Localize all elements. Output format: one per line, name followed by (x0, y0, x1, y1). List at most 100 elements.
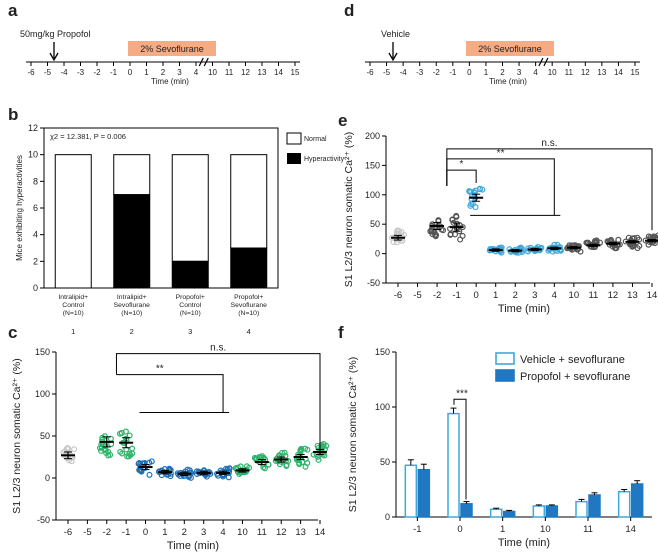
data-point (107, 451, 114, 458)
panel-b-category-label: Control (62, 302, 84, 309)
panel-f-x-tick-label: -1 (413, 524, 421, 535)
panel-b-stat: χ2 = 12.381, P = 0.006 (50, 132, 126, 141)
significance-bracket (116, 374, 224, 413)
panel-a-drug-label: 50mg/kg Propofol (20, 29, 91, 39)
panel-b-category-label: Intralipid+ (117, 294, 147, 301)
legend-normal-label: Normal (304, 136, 327, 143)
panel-b-category-label: Propofol+ (176, 294, 205, 301)
panel-b-category-label: (N=10) (180, 310, 201, 317)
data-point (315, 445, 322, 452)
panel-f-y-tick-label: 0 (385, 512, 390, 522)
panel-d-tick-label: -1 (449, 68, 457, 77)
bar-propofol (545, 505, 559, 518)
panel-e-x-tick-label: 1 (493, 290, 498, 301)
data-point (472, 204, 479, 211)
bar-hyperactivity (171, 260, 209, 289)
panel-e-y-tick-label: 0 (375, 249, 380, 259)
panel-d-tick-label: 0 (467, 68, 472, 77)
data-point (468, 195, 475, 202)
panel-a-tick-label: 1 (144, 68, 149, 77)
panel-d-tick-label: 12 (581, 68, 590, 77)
panel-c-y-label: S1 L2/3 neuron somatic Ca²⁺ (%) (11, 358, 23, 514)
panel-c-y-tick-label: -50 (37, 515, 50, 525)
panel-b-category-number: 4 (247, 327, 251, 336)
panel-b-category-label: Sevoflurane (231, 302, 267, 309)
panel-a-sevo-label: 2% Sevoflurane (140, 44, 204, 54)
data-point (476, 185, 483, 192)
data-point (466, 188, 473, 195)
panel-b-y-tick-label: 10 (28, 150, 38, 160)
panel-d-tick-label: 2 (500, 68, 505, 77)
panel-d-tick-label: -5 (383, 68, 391, 77)
panel-b-category-number: 3 (188, 327, 192, 336)
panel-a-tick-label: 3 (177, 68, 182, 77)
panel-f-x-tick-label: 10 (540, 524, 551, 535)
panel-c-x-label: Time (min) (167, 540, 219, 552)
panel-c-x-tick-label: -1 (122, 527, 130, 538)
panel-d-axis-break (538, 57, 549, 67)
significance-bracket (446, 169, 477, 186)
bar-vehicle (617, 490, 631, 518)
bar-propofol (460, 503, 473, 518)
sevo-box-a (128, 41, 216, 56)
panel-d-sevo-label: 2% Sevoflurane (478, 44, 542, 54)
panel-e-x-tick-label: 12 (608, 290, 619, 301)
significance-bracket (115, 353, 321, 452)
panel-f-x-tick-label: 11 (583, 524, 593, 535)
panel-a-tick-label: 0 (128, 68, 133, 77)
legend-vehicle-label: Vehicle + sevoflurane (520, 354, 625, 366)
panel-a-tick-label: -1 (110, 68, 118, 77)
panel-e-y-tick-label: 200 (365, 131, 380, 141)
bar-vehicle (532, 505, 546, 518)
panel-b-y-label: Mice exhibiting hyperactivities (15, 155, 24, 261)
data-point (122, 428, 129, 435)
panel-e-x-tick-label: 13 (627, 290, 638, 301)
panel-c-y-tick-label: 150 (35, 347, 50, 357)
data-point (146, 471, 153, 478)
panel-b-category-label: (N=10) (63, 310, 84, 317)
bar-normal (230, 154, 268, 249)
panel-a-tick-label: 14 (274, 68, 283, 77)
panel-d-tick-label: 3 (517, 68, 522, 77)
panel-a-axis-break (198, 57, 209, 67)
data-point (321, 452, 328, 459)
panel-b-category-label: (N=10) (121, 310, 142, 317)
panel-d-tick-label: 13 (597, 68, 606, 77)
data-point (281, 449, 288, 456)
panel-b-category-label: Sevoflurane (114, 302, 150, 309)
data-point (243, 463, 250, 470)
panel-e-x-tick-label: -2 (433, 290, 441, 301)
panel-a-tick-label: -4 (60, 68, 68, 77)
panel-e-y-tick-label: 100 (365, 190, 380, 200)
panel-c-x-tick-label: 10 (237, 527, 248, 538)
panel-e-x-tick-label: 4 (552, 290, 557, 301)
panel-c-x-tick-label: -6 (64, 527, 72, 538)
data-point (279, 449, 286, 456)
legend-normal-swatch (286, 132, 302, 145)
data-point (457, 236, 464, 243)
panel-b-y-tick-label: 2 (33, 256, 38, 266)
panel-b-y-tick-label: 4 (33, 230, 38, 240)
panel-d-tick-label: 15 (631, 68, 640, 77)
bar-vehicle (575, 500, 588, 518)
panel-e-x-tick-label: 14 (647, 290, 658, 301)
legend-vehicle-swatch (495, 352, 515, 365)
legend-hyperactivity-swatch (287, 153, 301, 164)
significance-label: n.s. (541, 138, 557, 149)
panel-e-x-tick-label: 3 (532, 290, 537, 301)
panel-c-y-tick-label: 50 (40, 431, 50, 441)
panel-e-x-tick-label: 0 (474, 290, 479, 301)
vehicle-arrow (388, 42, 398, 62)
data-point (453, 212, 460, 219)
panel-a-tick-label: -5 (44, 68, 52, 77)
data-point (645, 233, 652, 240)
significance-label: ** (497, 148, 505, 159)
data-point (396, 228, 403, 235)
panel-f-y-tick-label: 150 (375, 347, 390, 357)
bar-vehicle (489, 508, 503, 518)
panel-f-x-tick-label: 0 (457, 524, 462, 535)
data-point (449, 216, 456, 223)
data-point (304, 446, 311, 453)
